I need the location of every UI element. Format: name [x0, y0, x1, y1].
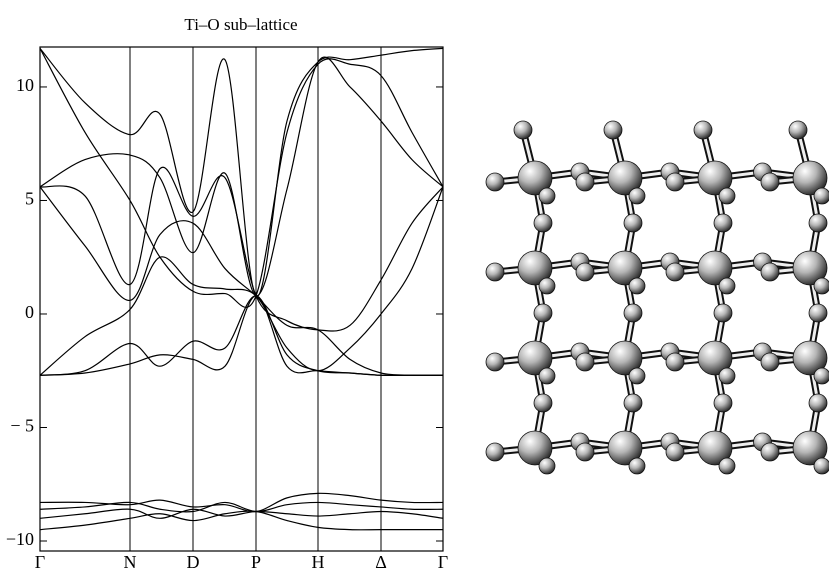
- atom: [538, 187, 556, 205]
- atom: [607, 430, 643, 466]
- atom: [485, 442, 505, 462]
- x-tick-label: Γ: [438, 552, 448, 572]
- atom: [665, 442, 685, 462]
- atom: [533, 213, 553, 233]
- atom: [607, 160, 643, 196]
- atom: [813, 457, 829, 475]
- x-tick-label: N: [124, 552, 137, 572]
- atom: [485, 172, 505, 192]
- atom: [760, 262, 780, 282]
- atom: [607, 340, 643, 376]
- x-tick-label: P: [251, 552, 261, 572]
- atom: [808, 303, 828, 323]
- band-line: [39, 47, 444, 297]
- atom: [697, 430, 733, 466]
- atom: [603, 120, 623, 140]
- band-line: [39, 56, 444, 297]
- atom: [538, 367, 556, 385]
- atom: [575, 442, 595, 462]
- atom: [665, 262, 685, 282]
- atom: [628, 187, 646, 205]
- atom: [623, 303, 643, 323]
- atom: [628, 277, 646, 295]
- atom: [792, 340, 828, 376]
- atom: [718, 457, 736, 475]
- y-tick-label: −10: [6, 529, 34, 549]
- atom: [517, 430, 553, 466]
- atom: [517, 340, 553, 376]
- band-line: [39, 492, 444, 513]
- atom: [718, 367, 736, 385]
- y-tick-label: 0: [25, 302, 34, 322]
- x-tick-label: D: [187, 552, 200, 572]
- atom: [623, 393, 643, 413]
- atom: [713, 213, 733, 233]
- band-line: [39, 295, 443, 377]
- chart-title: Ti–O sub–lattice: [184, 15, 297, 34]
- atom: [538, 457, 556, 475]
- atom: [813, 187, 829, 205]
- atom: [813, 277, 829, 295]
- atom: [665, 352, 685, 372]
- atom: [788, 120, 808, 140]
- atom: [517, 250, 553, 286]
- atom: [607, 250, 643, 286]
- x-tick-label: Δ: [375, 552, 387, 572]
- atom: [628, 367, 646, 385]
- y-tick-label: − 5: [10, 416, 34, 436]
- band-line: [39, 186, 444, 377]
- atom: [665, 172, 685, 192]
- x-tick-label: H: [312, 552, 325, 572]
- y-tick-label: 10: [16, 75, 34, 95]
- atom: [485, 262, 505, 282]
- atom: [697, 340, 733, 376]
- atom: [792, 160, 828, 196]
- band-line: [39, 186, 444, 376]
- atom: [718, 187, 736, 205]
- atom: [697, 160, 733, 196]
- atom: [760, 172, 780, 192]
- atom: [760, 352, 780, 372]
- atom: [693, 120, 713, 140]
- atom: [792, 250, 828, 286]
- atom: [533, 303, 553, 323]
- band-line: [39, 295, 443, 377]
- band-line: [39, 166, 444, 332]
- atom: [813, 367, 829, 385]
- y-tick-label: 5: [25, 189, 34, 209]
- atom: [575, 172, 595, 192]
- atom: [485, 352, 505, 372]
- atom: [533, 393, 553, 413]
- x-tick-label: Γ: [35, 552, 45, 572]
- atom: [760, 442, 780, 462]
- atom: [628, 457, 646, 475]
- atom: [513, 120, 533, 140]
- atom: [538, 277, 556, 295]
- band-line: [39, 510, 443, 531]
- atom: [808, 213, 828, 233]
- atom: [623, 213, 643, 233]
- atom: [718, 277, 736, 295]
- band-line: [39, 508, 444, 519]
- atom: [792, 430, 828, 466]
- atom: [517, 160, 553, 196]
- crystal-structure: [485, 120, 829, 475]
- atom: [575, 352, 595, 372]
- atom: [697, 250, 733, 286]
- atom: [713, 303, 733, 323]
- atom: [808, 393, 828, 413]
- atom: [713, 393, 733, 413]
- atom: [575, 262, 595, 282]
